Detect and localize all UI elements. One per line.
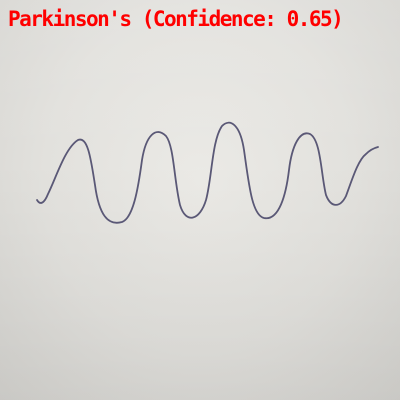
wave-stroke — [36, 121, 379, 224]
prediction-label: Parkinson's (Confidence: 0.65) — [8, 7, 344, 31]
